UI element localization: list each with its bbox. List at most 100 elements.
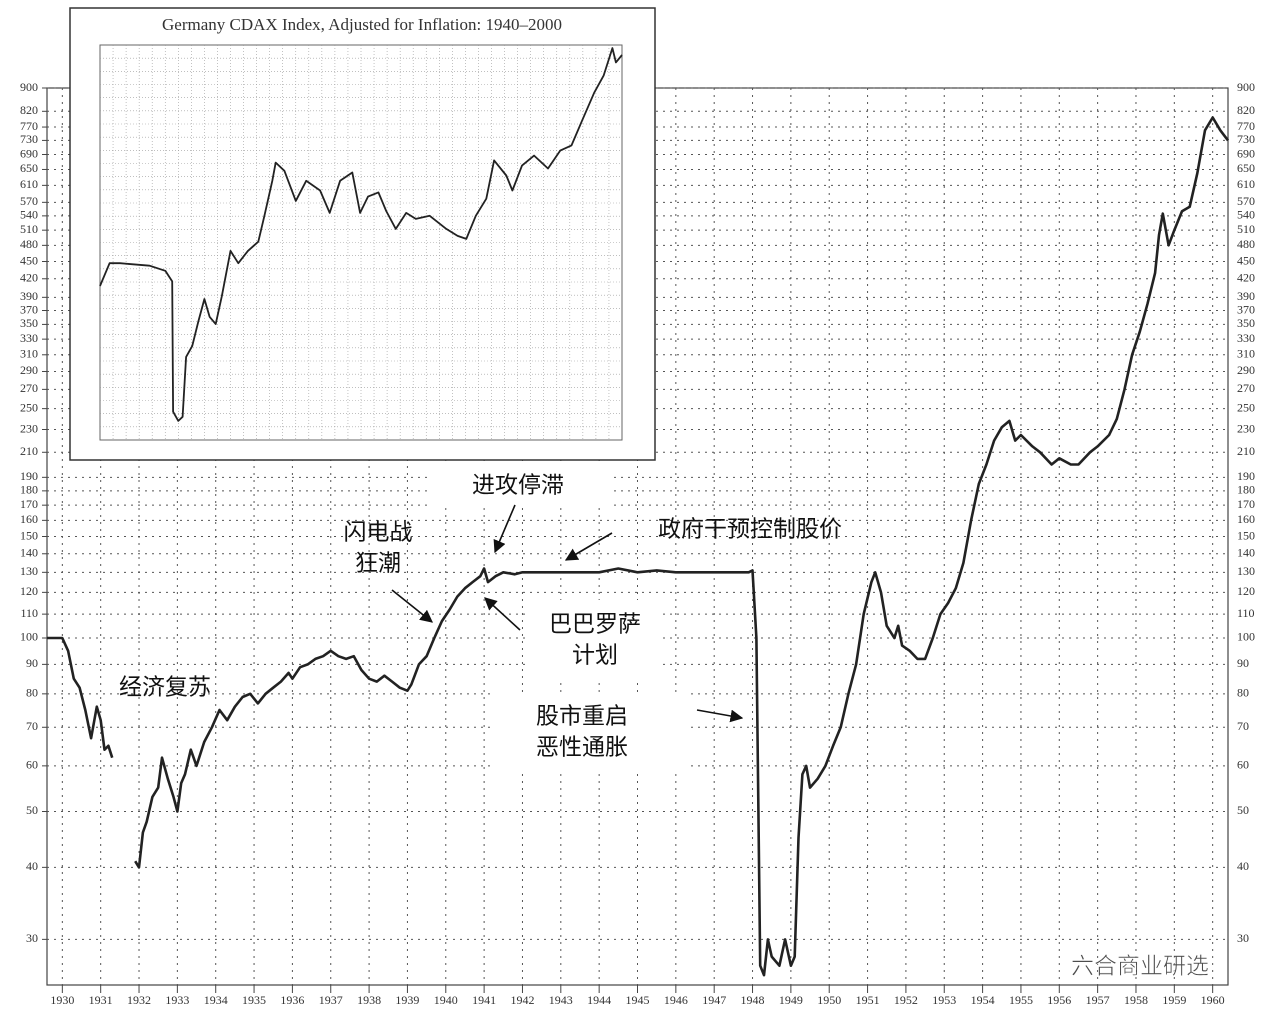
y-tick-label: 210 <box>20 444 38 458</box>
x-tick-label: 1930 <box>50 993 74 1007</box>
data-line <box>47 116 1230 977</box>
y-tick-label-right: 90 <box>1237 656 1249 670</box>
note-box <box>525 600 660 678</box>
y-tick-label-right: 510 <box>1237 222 1255 236</box>
chart-title: Germany CDAX Index, Adjusted for Inflati… <box>162 15 562 34</box>
data-line <box>99 47 623 422</box>
y-tick-label: 120 <box>20 584 38 598</box>
y-tick-label: 420 <box>20 271 38 285</box>
y-tick-label-right: 270 <box>1237 381 1255 395</box>
x-tick-label: 1941 <box>472 993 496 1007</box>
y-tick-label: 610 <box>20 177 38 191</box>
x-tick-label: 1936 <box>280 993 304 1007</box>
y-tick-label-right: 900 <box>1237 80 1255 94</box>
y-tick-label: 140 <box>20 546 38 560</box>
annotation: 政府干预控制股价 <box>658 517 842 543</box>
x-tick-label: 1948 <box>741 993 765 1007</box>
x-tick-label: 1947 <box>702 993 726 1007</box>
y-tick-label: 540 <box>20 208 38 222</box>
arrow <box>484 597 521 631</box>
y-tick-label: 80 <box>26 686 38 700</box>
y-tick-label: 450 <box>20 253 38 267</box>
x-tick-label: 1949 <box>779 993 803 1007</box>
x-tick-label: 1931 <box>89 993 113 1007</box>
y-tick-label: 130 <box>20 564 38 578</box>
y-tick-label-right: 70 <box>1237 719 1249 733</box>
y-tick-label: 480 <box>20 237 38 251</box>
annotation: 恶性通胀 <box>536 735 628 761</box>
y-tick-label-right: 50 <box>1237 803 1249 817</box>
y-tick-label-right: 250 <box>1237 400 1255 414</box>
y-tick-label-right: 730 <box>1237 132 1255 146</box>
y-tick-label: 370 <box>20 302 38 316</box>
y-tick-label-right: 420 <box>1237 271 1255 285</box>
x-tick-label: 1960 <box>1201 993 1225 1007</box>
y-tick-label: 510 <box>20 222 38 236</box>
x-tick-label: 1946 <box>664 993 688 1007</box>
y-tick-label-right: 230 <box>1237 421 1255 435</box>
y-tick-label: 270 <box>20 381 38 395</box>
y-tick-label-right: 650 <box>1237 161 1255 175</box>
y-tick-label: 770 <box>20 119 38 133</box>
y-tick-label-right: 350 <box>1237 316 1255 330</box>
y-tick-label-right: 180 <box>1237 483 1255 497</box>
x-tick-label: 1934 <box>204 993 228 1007</box>
y-tick-label: 690 <box>20 146 38 160</box>
y-tick-label-right: 160 <box>1237 512 1255 526</box>
inset-frame <box>69 7 656 461</box>
y-tick-label: 350 <box>20 316 38 330</box>
y-tick-label: 650 <box>20 161 38 175</box>
y-tick-label-right: 690 <box>1237 146 1255 160</box>
x-tick-label: 1933 <box>165 993 189 1007</box>
y-tick-label-right: 120 <box>1237 584 1255 598</box>
y-tick-label-right: 30 <box>1237 931 1249 945</box>
note-box <box>430 466 610 508</box>
y-tick-label: 390 <box>20 289 38 303</box>
x-tick-label: 1956 <box>1047 993 1071 1007</box>
x-tick-label: 1959 <box>1162 993 1186 1007</box>
y-tick-label: 180 <box>20 483 38 497</box>
y-tick-label: 90 <box>26 656 38 670</box>
y-tick-label-right: 390 <box>1237 289 1255 303</box>
x-tick-label: 1958 <box>1124 993 1148 1007</box>
y-tick-label-right: 130 <box>1237 564 1255 578</box>
annotation: 经济复苏 <box>119 675 211 701</box>
y-tick-label-right: 820 <box>1237 103 1255 117</box>
y-tick-label: 100 <box>20 630 38 644</box>
y-tick-label-right: 540 <box>1237 208 1255 222</box>
y-tick-label: 150 <box>20 528 38 542</box>
y-tick-label-right: 290 <box>1237 363 1255 377</box>
y-tick-label: 570 <box>20 194 38 208</box>
x-tick-label: 1942 <box>510 993 534 1007</box>
arrow <box>564 532 613 561</box>
annotation: 狂潮 <box>355 551 401 577</box>
y-tick-label-right: 110 <box>1237 606 1255 620</box>
y-tick-label-right: 480 <box>1237 237 1255 251</box>
x-tick-label: 1938 <box>357 993 381 1007</box>
y-tick-label: 40 <box>26 859 38 873</box>
y-tick-label-right: 210 <box>1237 444 1255 458</box>
y-tick-label: 70 <box>26 719 38 733</box>
x-tick-label: 1940 <box>434 993 458 1007</box>
y-tick-label: 330 <box>20 331 38 345</box>
y-tick-label: 190 <box>20 469 38 483</box>
y-tick-label-right: 610 <box>1237 177 1255 191</box>
y-tick-label: 250 <box>20 400 38 414</box>
x-tick-label: 1957 <box>1086 993 1110 1007</box>
y-tick-label: 50 <box>26 803 38 817</box>
watermark: 六合商业研选 <box>1071 954 1209 980</box>
x-tick-label: 1951 <box>856 993 880 1007</box>
note-box <box>495 693 690 773</box>
y-tick-label-right: 60 <box>1237 758 1249 772</box>
y-tick-label-right: 450 <box>1237 253 1255 267</box>
y-tick-label: 900 <box>20 80 38 94</box>
annotation: 进攻停滞 <box>472 473 564 499</box>
y-tick-label-right: 190 <box>1237 469 1255 483</box>
x-tick-label: 1943 <box>549 993 573 1007</box>
y-tick-label: 170 <box>20 497 38 511</box>
x-tick-label: 1955 <box>1009 993 1033 1007</box>
y-tick-label-right: 770 <box>1237 119 1255 133</box>
x-tick-label: 1953 <box>932 993 956 1007</box>
